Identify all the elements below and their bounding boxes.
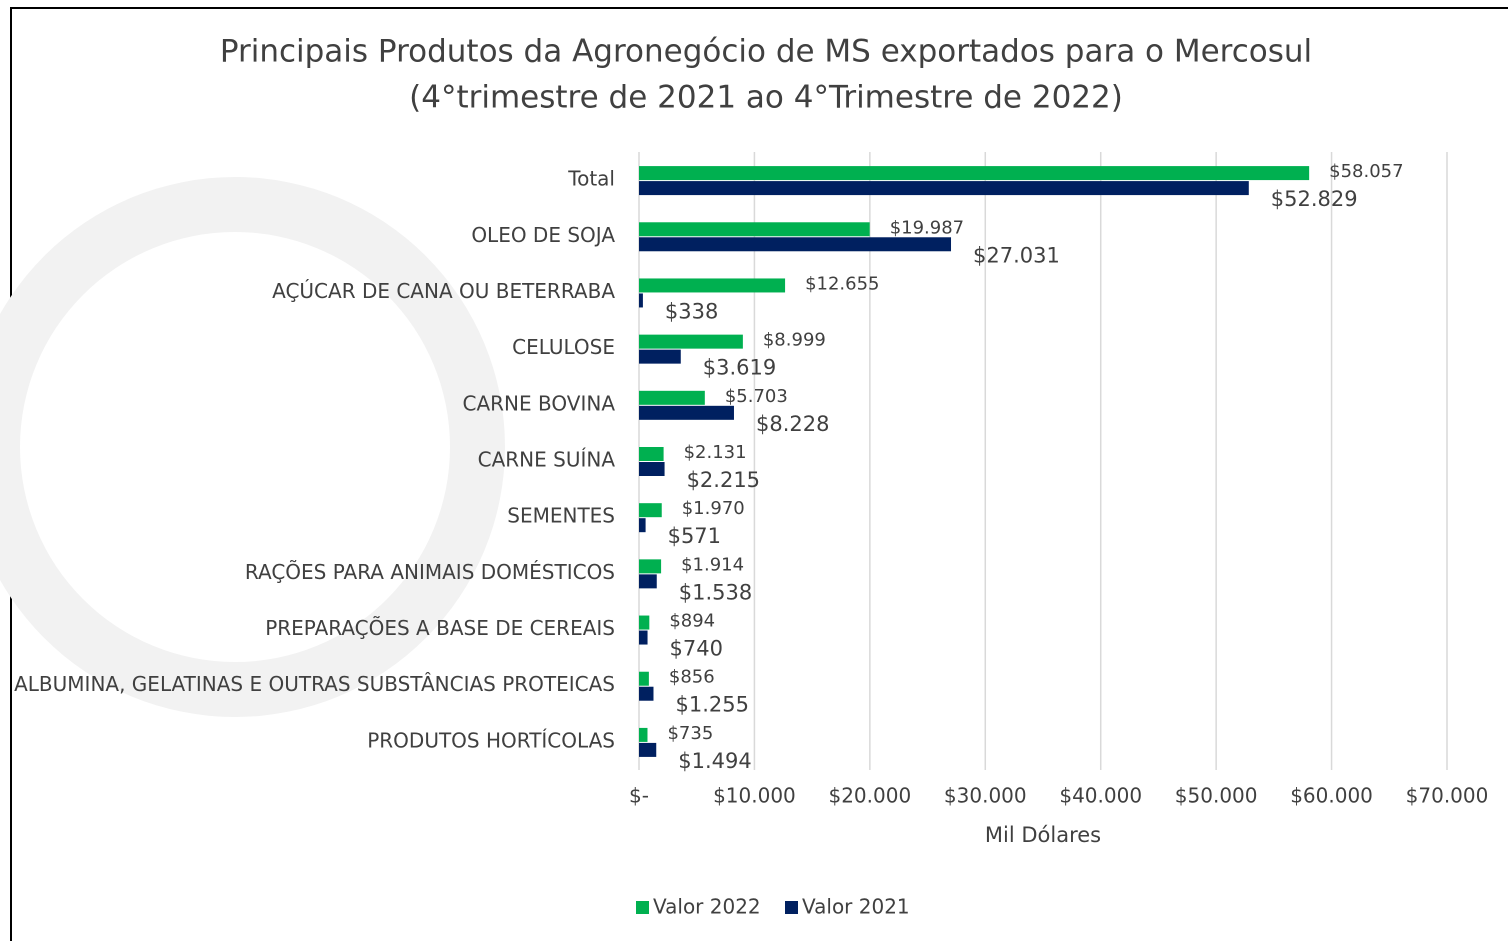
y-tick-label: CARNE SUÍNA	[478, 448, 616, 472]
data-label: $3.619	[703, 356, 776, 380]
x-tick-label: $-	[629, 784, 649, 808]
x-tick-label: $20.000	[828, 784, 911, 808]
x-tick-label: $30.000	[944, 784, 1027, 808]
data-label: $2.131	[684, 442, 747, 463]
data-label: $52.829	[1271, 187, 1358, 211]
chart-subtitle: (4°trimestre de 2021 ao 4°Trimestre de 2…	[409, 80, 1123, 116]
y-tick-label: CELULOSE	[512, 335, 615, 359]
data-label: $856	[669, 667, 715, 688]
data-label: $1.970	[682, 498, 745, 519]
data-label: $338	[665, 299, 718, 323]
data-label: $19.987	[890, 217, 964, 238]
data-label: $12.655	[805, 273, 879, 294]
bar	[639, 293, 643, 308]
legend-swatch	[636, 901, 649, 914]
y-tick-label: RAÇÕES PARA ANIMAIS DOMÉSTICOS	[245, 560, 615, 584]
y-tick-label: AÇÚCAR DE CANA OU BETERRABA	[272, 279, 615, 303]
x-tick-label: $10.000	[713, 784, 796, 808]
bar	[639, 559, 662, 574]
bar	[639, 574, 657, 589]
y-tick-label: PRODUTOS HORTÍCOLAS	[367, 728, 615, 752]
bar	[639, 349, 681, 364]
watermark-globe-inner	[20, 232, 450, 662]
bar	[639, 447, 664, 461]
bar	[639, 166, 1310, 181]
data-label: $8.999	[763, 330, 826, 351]
bar	[639, 181, 1249, 196]
y-tick-label: Total	[567, 167, 615, 191]
bar	[639, 334, 743, 349]
y-tick-label: ALBUMINA, GELATINAS E OUTRAS SUBSTÂNCIAS…	[14, 672, 615, 696]
bar	[639, 615, 650, 630]
data-label: $58.057	[1329, 161, 1403, 182]
y-tick-label: PREPARAÇÕES A BASE DE CEREAIS	[265, 616, 615, 640]
data-label: $894	[669, 611, 715, 632]
bar	[639, 518, 646, 533]
x-tick-label: $60.000	[1290, 784, 1373, 808]
bar	[639, 237, 952, 252]
bar	[639, 630, 648, 645]
data-label: $2.215	[687, 468, 760, 492]
data-label: $8.228	[756, 412, 829, 436]
data-label: $5.703	[725, 386, 788, 407]
data-label: $1.255	[675, 693, 748, 717]
x-axis-title: Mil Dólares	[985, 823, 1101, 847]
bar	[639, 671, 649, 686]
data-label: $1.538	[679, 580, 752, 604]
data-label: $27.031	[973, 243, 1060, 267]
legend-label: Valor 2022	[653, 895, 761, 919]
data-label: $1.914	[681, 554, 744, 575]
bar	[639, 278, 786, 293]
bar	[639, 727, 648, 742]
y-tick-label: CARNE BOVINA	[463, 391, 616, 415]
y-tick-label: OLEO DE SOJA	[471, 223, 615, 247]
data-label: $1.494	[678, 749, 751, 773]
bar	[639, 390, 705, 405]
bar	[639, 742, 657, 757]
data-label: $740	[670, 637, 723, 661]
chart-title: Principais Produtos da Agronegócio de MS…	[220, 34, 1312, 70]
bar	[639, 222, 870, 237]
bar	[639, 462, 665, 476]
x-tick-label: $50.000	[1175, 784, 1258, 808]
bar	[639, 405, 734, 420]
bar	[639, 686, 654, 701]
legend-swatch	[785, 901, 798, 914]
x-tick-label: $70.000	[1406, 784, 1489, 808]
y-tick-label: SEMENTES	[507, 504, 615, 528]
x-tick-label: $40.000	[1059, 784, 1142, 808]
legend-label: Valor 2021	[802, 895, 910, 919]
data-label: $571	[668, 524, 721, 548]
data-label: $735	[667, 723, 713, 744]
bar	[639, 503, 662, 518]
